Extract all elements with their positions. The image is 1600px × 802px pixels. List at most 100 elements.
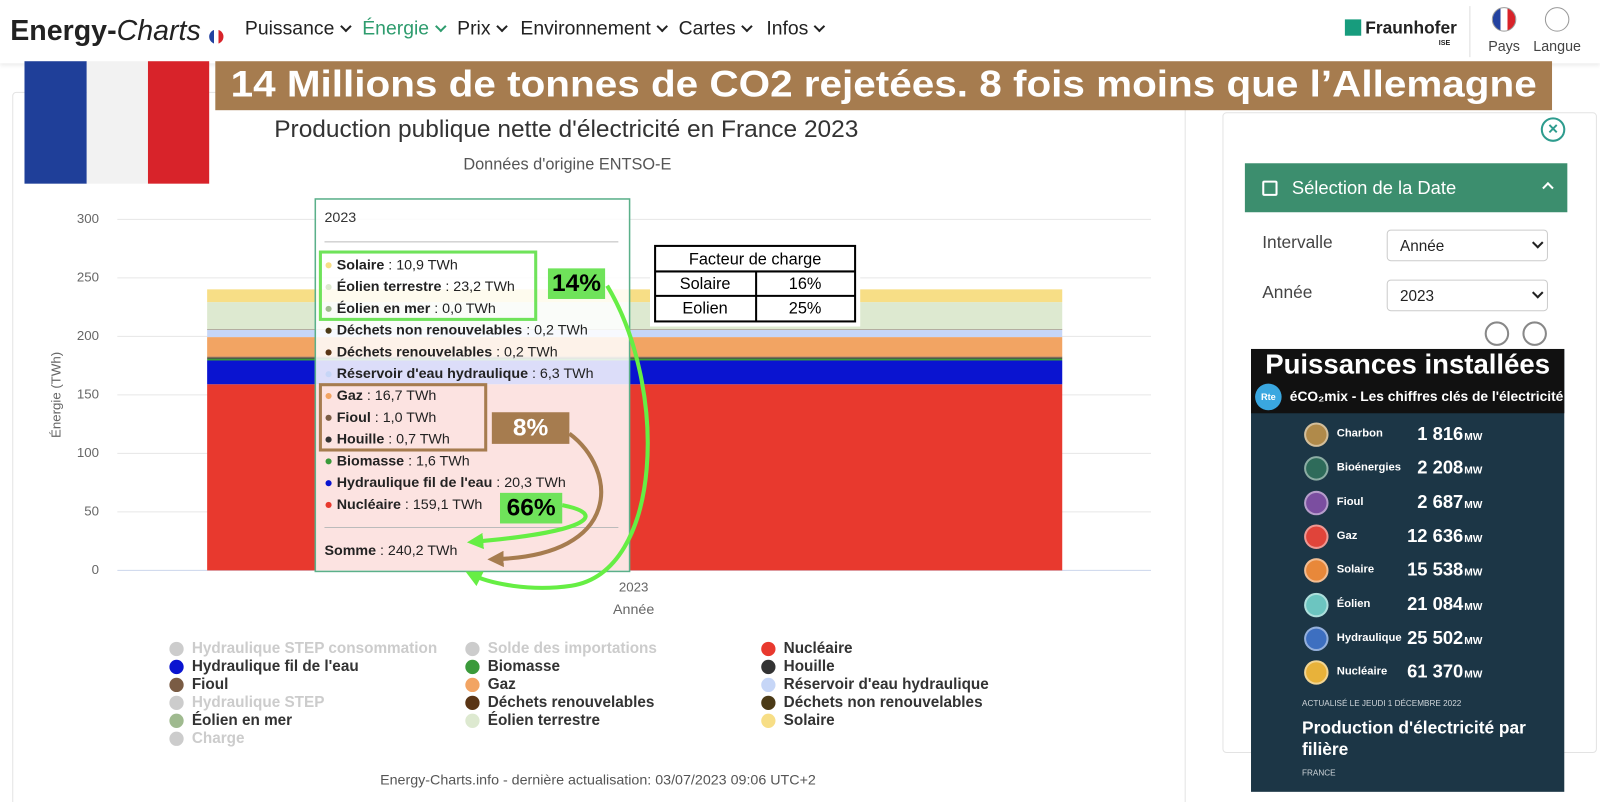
nav-icon <box>1544 7 1570 32</box>
legend-label: Fioul <box>192 676 229 693</box>
table-cell: Solaire <box>680 275 731 293</box>
tooltip-name: Réservoir d'eau hydraulique <box>337 366 528 382</box>
eco-icon <box>1304 558 1329 583</box>
tooltip-dot <box>325 284 332 291</box>
eco-updated: ACTUALISÉ LE JEUDI 1 DÉCEMBRE 2022 <box>1302 698 1462 709</box>
table-title: Facteur de charge <box>689 251 821 269</box>
eco2mix-image: Puissances installées Rte éCO₂mix - Les … <box>1251 348 1565 792</box>
panel-header[interactable]: Sélection de la Date <box>1244 163 1568 213</box>
bar-segment <box>207 329 1063 338</box>
legend-label: Solde des importations <box>488 640 657 657</box>
legend-label: Solaire <box>784 712 835 729</box>
tooltip-value: 23,2 TWh <box>453 279 515 295</box>
legend-item[interactable]: Réservoir d'eau hydraulique <box>761 676 989 693</box>
legend-item[interactable]: Biomasse <box>465 658 560 675</box>
legend-item[interactable]: Déchets non renouvelables <box>761 694 983 711</box>
legend-label: Hydraulique STEP <box>192 694 325 711</box>
legend-item[interactable]: Déchets renouvelables <box>465 694 654 711</box>
next-button[interactable] <box>1522 321 1547 346</box>
legend-item[interactable]: Nucléaire <box>761 640 853 657</box>
legend-item[interactable]: Charge <box>169 730 245 747</box>
tooltip-row: Déchets renouvelables : 0,2 TWh <box>337 344 558 360</box>
tooltip-separator: : <box>363 388 375 404</box>
tooltip-row: Éolien terrestre : 23,2 TWh <box>337 278 515 295</box>
brand-icon <box>1344 19 1362 36</box>
nav-item[interactable]: Énergie <box>362 18 447 40</box>
panel-title: Sélection de la Date <box>1291 177 1457 198</box>
eco-header <box>1251 348 1565 414</box>
prev-button[interactable] <box>1484 321 1510 346</box>
eco-unit: MW <box>1464 669 1483 681</box>
legend-item[interactable]: Hydraulique fil de l'eau <box>169 658 359 675</box>
legend-item[interactable]: Solaire <box>761 712 835 729</box>
arrow <box>487 432 604 568</box>
tooltip-value: 20,3 TWh <box>504 475 566 491</box>
annotation-box <box>547 268 606 299</box>
tooltip-dot <box>325 392 332 400</box>
field-label: Année <box>1262 282 1313 303</box>
tooltip-row: Hydraulique fil de l'eau : 20,3 TWh <box>337 475 566 491</box>
collapse-icon <box>1542 181 1554 194</box>
field-label: Intervalle <box>1262 232 1333 253</box>
nav-item[interactable]: Infos <box>766 18 826 40</box>
logo-part: Energy- <box>10 14 117 46</box>
logo-part: Charts <box>116 14 201 46</box>
nav-label: Cartes <box>678 18 736 40</box>
nav-item[interactable]: Prix <box>457 18 508 40</box>
tooltip-separator: : <box>492 475 504 491</box>
tooltip-name: Gaz <box>337 388 363 404</box>
annotation-box <box>499 492 563 524</box>
legend-item[interactable]: Solde des importations <box>465 640 657 657</box>
eco-name: Charbon <box>1336 427 1383 440</box>
legend-item[interactable]: Gaz <box>465 676 516 693</box>
legend-item[interactable]: Fioul <box>169 676 228 693</box>
nav-item[interactable]: Cartes <box>678 18 753 40</box>
tooltip-row: Réservoir d'eau hydraulique : 6,3 TWh <box>337 366 594 382</box>
tooltip-separator: : <box>522 322 534 338</box>
eco-icon <box>1304 490 1329 515</box>
legend-swatch <box>465 641 480 657</box>
nav-button[interactable]: Langue <box>1516 7 1598 54</box>
close-button[interactable]: × <box>1540 117 1566 142</box>
nav-button[interactable]: Pays <box>1463 7 1545 54</box>
flag-blue <box>24 61 87 184</box>
select-value: Année <box>1399 237 1445 256</box>
legend-label: Éolien terrestre <box>488 712 600 729</box>
legend-item[interactable]: Houille <box>761 658 835 675</box>
flag-red <box>147 61 210 184</box>
eco-unit: MW <box>1464 533 1483 545</box>
nav-item[interactable]: Environnement <box>520 18 668 40</box>
brand-name: Fraunhofer <box>1365 18 1457 38</box>
tooltip-dot <box>325 262 332 269</box>
nav-label: Énergie <box>362 18 430 40</box>
tooltip-name: Nucléaire <box>337 497 401 513</box>
tooltip-dot <box>325 305 332 312</box>
select[interactable]: Année <box>1386 229 1548 262</box>
select-value: 2023 <box>1399 287 1435 306</box>
highlight-box <box>318 383 488 452</box>
eco-name: Fioul <box>1336 495 1364 508</box>
legend-label: Déchets renouvelables <box>488 694 655 711</box>
tooltip-separator: : <box>384 257 396 273</box>
select[interactable]: 2023 <box>1386 279 1548 312</box>
tooltip-value: 0,2 TWh <box>504 344 558 360</box>
brand: Fraunhofer <box>1344 18 1457 38</box>
legend-label: Éolien en mer <box>192 712 292 729</box>
table-cell: 16% <box>789 275 822 293</box>
legend-swatch <box>465 695 480 710</box>
nav-item[interactable]: Puissance <box>245 18 352 40</box>
legend-item[interactable]: Éolien en mer <box>169 712 292 729</box>
legend-label: Réservoir d'eau hydraulique <box>784 676 989 693</box>
eco-unit: MW <box>1464 601 1483 613</box>
logo[interactable]: Energy-Charts <box>10 14 223 47</box>
tooltip-value: 6,3 TWh <box>540 366 594 382</box>
tooltip-separator: : <box>430 301 442 317</box>
legend-item[interactable]: Éolien terrestre <box>465 712 600 729</box>
select-chevron <box>1531 237 1544 249</box>
legend-swatch <box>169 713 184 728</box>
legend-item[interactable]: Hydraulique STEP consommation <box>169 640 437 657</box>
legend-item[interactable]: Hydraulique STEP <box>169 694 324 711</box>
legend-swatch <box>761 641 776 657</box>
